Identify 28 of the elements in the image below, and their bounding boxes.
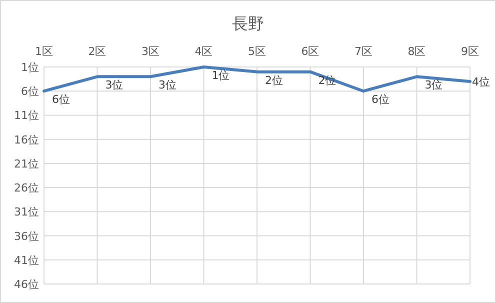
y-tick-label: 1位 [21, 61, 39, 74]
x-tick-label: 1区 [35, 45, 53, 58]
x-tick-label: 2区 [88, 45, 106, 58]
data-label: 1位 [212, 69, 230, 82]
chart-title: 長野 [232, 14, 264, 33]
y-tick-label: 16位 [14, 133, 39, 146]
y-tick-label: 46位 [14, 278, 39, 291]
x-tick-label: 5区 [248, 45, 266, 58]
y-tick-label: 11位 [14, 109, 39, 122]
y-tick-label: 41位 [14, 254, 39, 267]
data-label: 3位 [424, 78, 443, 92]
x-tick-label: 7区 [354, 45, 372, 58]
y-tick-label: 21位 [14, 157, 39, 170]
y-tick-label: 36位 [14, 230, 39, 243]
data-label: 6位 [52, 93, 70, 106]
data-label: 3位 [158, 78, 176, 92]
data-label: 2位 [265, 74, 283, 87]
data-label: 4位 [472, 75, 490, 88]
data-label: 3位 [105, 78, 124, 92]
x-tick-label: 4区 [194, 45, 213, 58]
x-tick-label: 8区 [408, 45, 426, 58]
y-tick-label: 6位 [21, 85, 39, 98]
y-tick-label: 31位 [14, 206, 39, 219]
y-tick-label: 26位 [14, 182, 39, 195]
data-label: 6位 [372, 93, 390, 106]
x-tick-label: 9区 [461, 45, 479, 58]
x-tick-label: 3区 [142, 45, 160, 58]
x-tick-label: 6区 [301, 45, 320, 58]
